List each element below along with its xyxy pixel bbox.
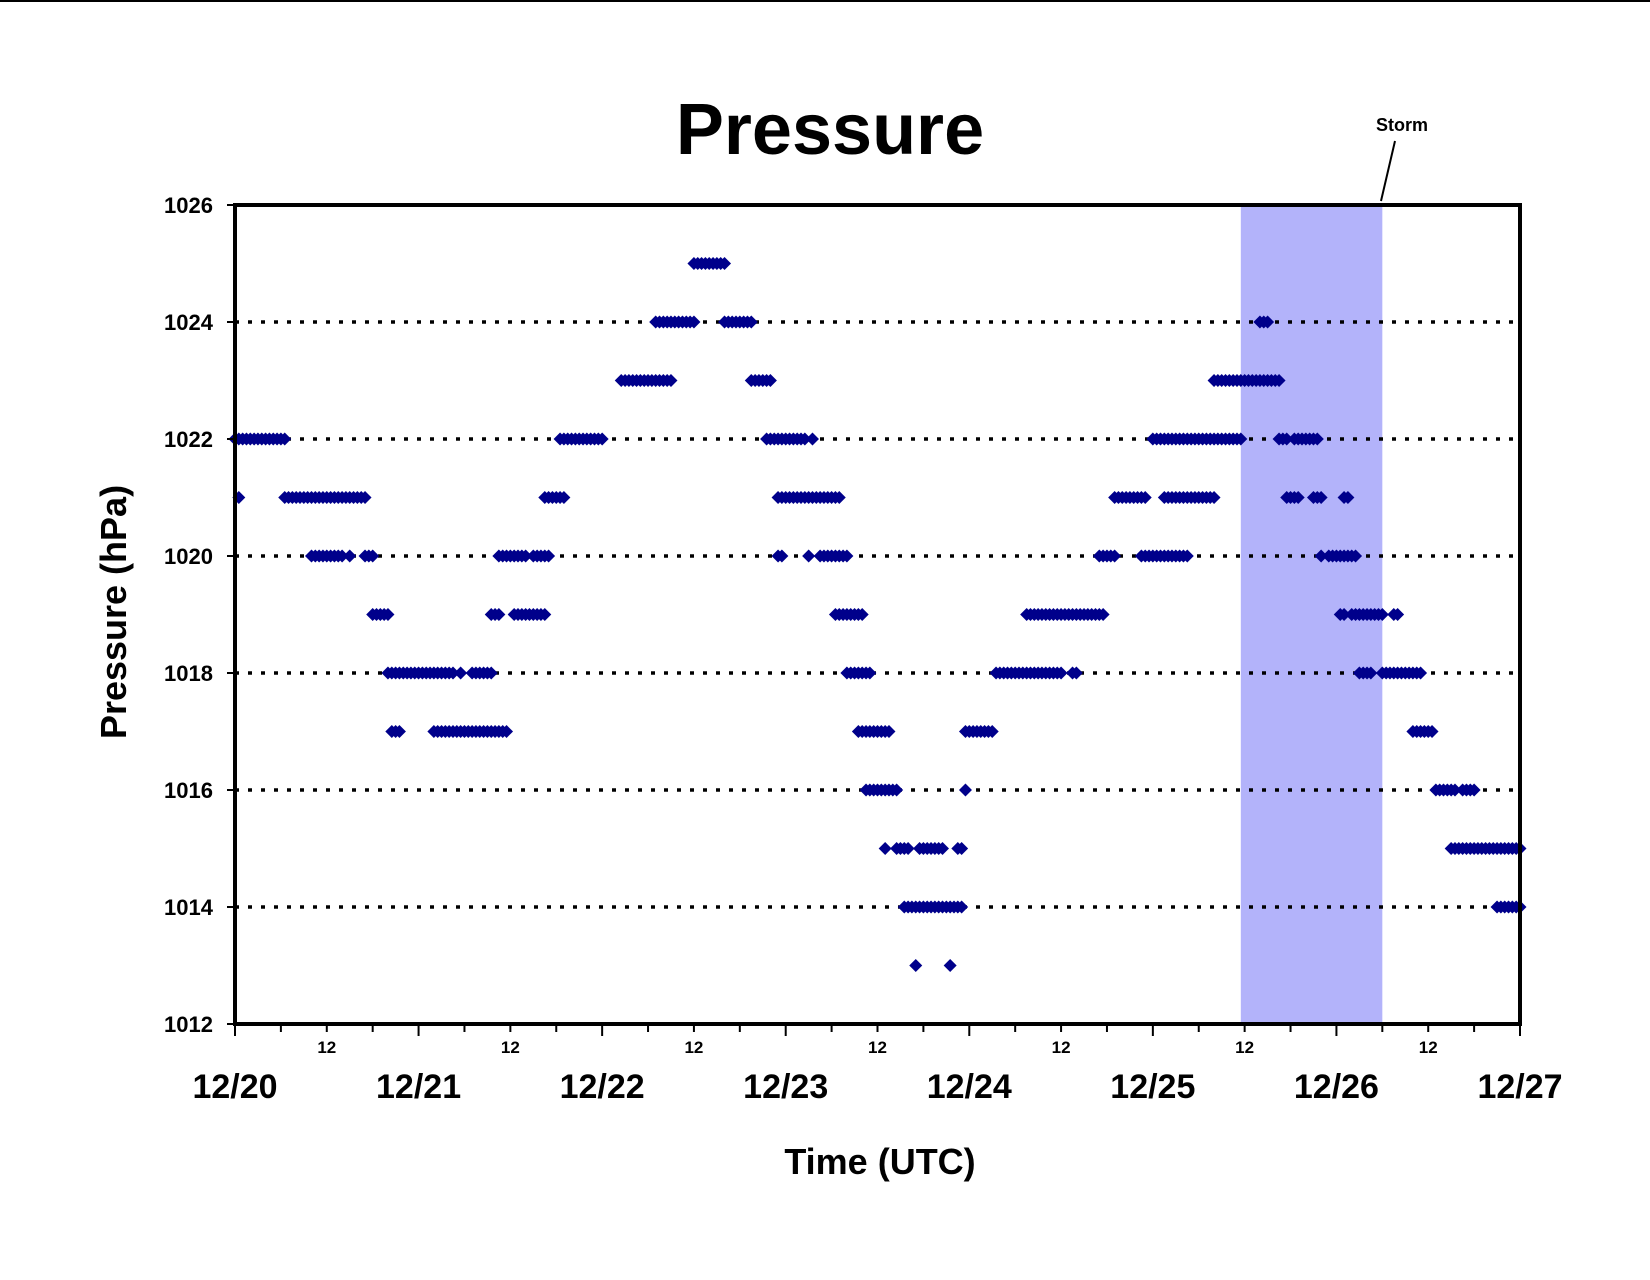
data-point (1272, 374, 1286, 387)
data-point (901, 842, 915, 855)
data-point (832, 491, 846, 504)
data-point (1425, 725, 1439, 738)
y-tick-label: 1016 (164, 778, 213, 803)
data-point (1261, 315, 1275, 329)
data-point (664, 374, 678, 387)
x-date-label: 12/26 (1294, 1068, 1379, 1106)
data-point (381, 608, 395, 621)
y-tick-label: 1024 (164, 310, 214, 335)
data-point (805, 432, 819, 446)
x-hour-label: 12 (317, 1038, 336, 1057)
y-tick-label: 1022 (164, 427, 213, 452)
data-point (1391, 608, 1405, 621)
data-point (798, 432, 812, 446)
data-point (392, 725, 406, 738)
data-point (366, 549, 380, 563)
data-point (542, 549, 556, 563)
x-hour-label: 12 (1235, 1038, 1254, 1057)
data-point (802, 549, 816, 563)
x-date-label: 12/21 (376, 1068, 461, 1106)
data-point (1069, 666, 1083, 680)
data-point (519, 549, 533, 563)
y-tick-label: 1018 (164, 661, 213, 686)
x-date-label: 12/24 (927, 1068, 1012, 1106)
data-point (936, 842, 950, 855)
data-point (1280, 432, 1294, 446)
x-hour-label: 12 (684, 1038, 703, 1057)
axis-layer: 1012 1014 1016 1018 1020 1022 1024 1026 12/20 12/… (164, 193, 1563, 1106)
data-point (1234, 432, 1248, 446)
data-point (500, 725, 514, 738)
storm-annotation-label: Storm (1376, 115, 1428, 135)
chart-title: Pressure (676, 90, 984, 170)
data-point (909, 959, 923, 972)
data-point (687, 315, 701, 329)
data-point (1096, 608, 1110, 621)
data-point (595, 432, 609, 446)
data-point (890, 783, 904, 797)
data-point (863, 666, 877, 680)
data-point (958, 783, 972, 797)
data-point (775, 549, 789, 563)
data-point (955, 842, 969, 855)
data-point (1314, 491, 1328, 504)
data-point (278, 432, 292, 446)
data-point (882, 725, 896, 738)
data-points-layer (228, 257, 1527, 972)
y-axis-title: Pressure (hPa) (93, 485, 134, 739)
data-point (1467, 783, 1481, 797)
data-point (1180, 549, 1194, 563)
x-axis-title: Time (UTC) (784, 1141, 975, 1182)
x-date-label: 12/20 (192, 1068, 277, 1106)
data-point (955, 900, 969, 914)
data-point (335, 549, 349, 563)
data-point (1207, 491, 1221, 504)
data-point (1414, 666, 1428, 680)
top-border-line (0, 0, 1650, 2)
data-point (1108, 549, 1122, 563)
data-point (1291, 491, 1305, 504)
data-point (343, 549, 357, 563)
data-point (557, 491, 571, 504)
y-tick-label: 1012 (164, 1012, 213, 1037)
data-point (878, 842, 892, 855)
data-point (1448, 783, 1462, 797)
data-point (484, 666, 498, 680)
data-point (718, 257, 732, 270)
data-point (985, 725, 999, 738)
data-point (1054, 666, 1068, 680)
x-date-label: 12/22 (560, 1068, 645, 1106)
y-tick-label: 1020 (164, 544, 213, 569)
data-point (943, 959, 957, 972)
data-point (538, 608, 552, 621)
x-hour-label: 12 (868, 1038, 887, 1057)
x-date-label: 12/23 (743, 1068, 828, 1106)
storm-annotation-leader (1380, 140, 1396, 202)
data-point (1341, 491, 1355, 504)
data-point (840, 549, 854, 563)
x-hour-label: 12 (1052, 1038, 1071, 1057)
data-point (855, 608, 869, 621)
x-date-label: 12/25 (1110, 1068, 1195, 1106)
data-point (1349, 549, 1363, 563)
data-point (358, 491, 372, 504)
x-hour-label: 12 (501, 1038, 520, 1057)
x-date-label: 12/27 (1477, 1068, 1562, 1106)
data-point (1138, 491, 1152, 504)
data-point (744, 315, 758, 329)
data-point (1310, 432, 1324, 446)
data-point (446, 666, 460, 680)
y-tick-label: 1026 (164, 193, 213, 218)
y-tick-label: 1014 (164, 895, 214, 920)
data-point (454, 666, 468, 680)
data-point (1314, 549, 1328, 563)
data-point (763, 374, 777, 387)
data-point (1364, 666, 1378, 680)
data-point (492, 608, 506, 621)
data-point (1375, 608, 1389, 621)
data-point (1337, 608, 1351, 621)
x-hour-label: 12 (1419, 1038, 1438, 1057)
